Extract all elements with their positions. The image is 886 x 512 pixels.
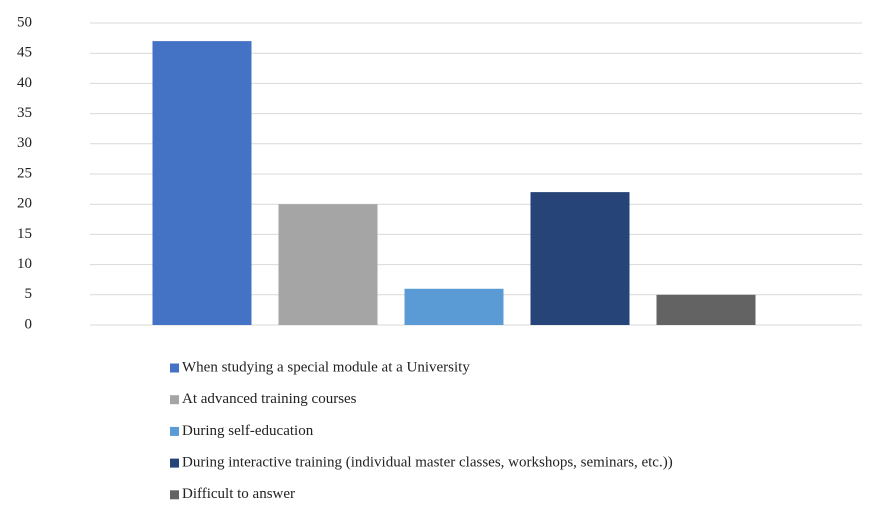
y-tick-label: 40 <box>17 75 32 91</box>
y-tick-label: 30 <box>17 135 32 151</box>
bar <box>530 192 630 325</box>
y-tick-label: 20 <box>17 196 32 212</box>
bar <box>404 288 504 325</box>
y-tick-label: 25 <box>17 165 32 181</box>
y-tick-label: 5 <box>25 286 33 302</box>
legend-label: During self-education <box>182 423 314 439</box>
legend-label: When studying a special module at a Univ… <box>182 359 470 375</box>
legend-swatch <box>170 395 179 405</box>
y-tick-label: 50 <box>17 14 32 30</box>
legend-label: Difficult to answer <box>182 486 295 502</box>
legend-label: At advanced training courses <box>182 391 357 407</box>
legend-swatch <box>170 458 179 468</box>
legend-swatch <box>170 363 179 373</box>
y-tick-label: 35 <box>17 105 32 121</box>
legend-swatch <box>170 490 179 500</box>
bar <box>278 204 378 325</box>
bar <box>152 41 252 326</box>
y-tick-label: 0 <box>25 316 33 332</box>
legend-label: During interactive training (individual … <box>182 455 673 471</box>
legend-swatch <box>170 426 179 436</box>
y-tick-label: 45 <box>17 45 32 61</box>
y-tick-label: 10 <box>17 256 32 272</box>
y-tick-label: 15 <box>17 226 32 242</box>
bar <box>656 294 756 325</box>
